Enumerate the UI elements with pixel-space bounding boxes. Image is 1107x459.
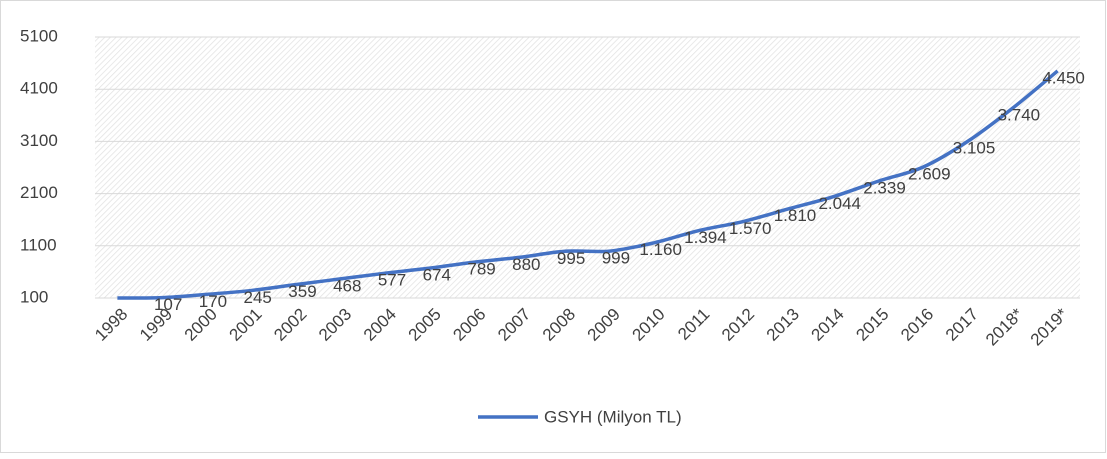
data-label: 2.609	[908, 165, 951, 184]
data-label: 880	[512, 255, 540, 274]
plot-area	[95, 37, 1080, 298]
data-label: 1.570	[729, 219, 772, 238]
y-tick-label: 5100	[20, 26, 58, 45]
legend-label: GSYH (Milyon TL)	[544, 407, 682, 426]
data-label: 789	[467, 260, 495, 279]
data-label: 2.044	[818, 194, 861, 213]
data-label: 2.339	[863, 179, 906, 198]
data-label: 999	[602, 249, 630, 268]
y-tick-label: 2100	[20, 183, 58, 202]
y-tick-label: 3100	[20, 131, 58, 150]
data-label: 1.160	[639, 240, 682, 259]
y-tick-label: 1100	[20, 235, 57, 254]
data-label: 3.740	[998, 105, 1041, 124]
data-label: 1.394	[684, 228, 727, 247]
data-label: 4.450	[1042, 68, 1085, 87]
data-label: 359	[288, 282, 316, 301]
data-label: 674	[423, 266, 451, 285]
data-label: 107	[154, 295, 182, 314]
data-label: 468	[333, 276, 361, 295]
y-tick-label: 4100	[20, 79, 58, 98]
data-label: 245	[244, 288, 272, 307]
line	[117, 69, 1059, 300]
data-label: 3.105	[953, 139, 996, 158]
data-label: 995	[557, 249, 585, 268]
data-label: 170	[199, 292, 227, 311]
data-label: 577	[378, 271, 406, 290]
data-label: 1.810	[774, 206, 817, 225]
y-tick-label: 100	[20, 287, 48, 306]
